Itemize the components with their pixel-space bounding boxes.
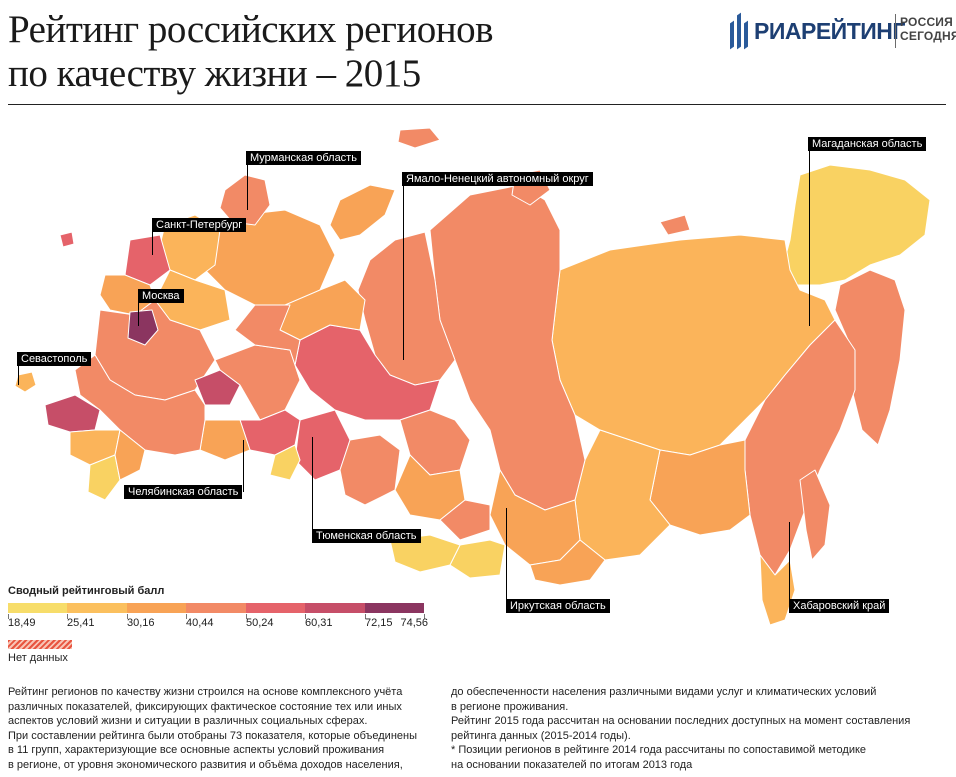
legend-tick-label: 30,16 [127,617,155,629]
legend-tick-mark [365,614,366,619]
legend-tick-label: 72,15 [365,617,393,629]
region-khmao [294,324,441,421]
region-dagestan [87,454,121,501]
label-moscow: Москва [138,289,184,303]
label-murmansk: Мурманская область [246,151,361,165]
leader-chelyabinsk [243,440,244,492]
leader-sevastopol [18,360,19,385]
description-line: до обеспеченности населения различными в… [451,686,877,698]
region-kurgan [269,444,301,481]
region-wrangel [659,214,691,236]
legend-swatch-5 [305,603,365,613]
leader-spb [152,225,153,255]
nodata-swatch [8,640,72,649]
description-right: до обеспеченности населения различными в… [451,685,941,773]
region-leningrad [124,234,171,286]
region-chelyabinsk [239,409,301,456]
description-line: в регионе проживания. [451,700,569,713]
legend-tick-label: 60,31 [305,617,333,629]
legend-tick-mark [8,614,9,619]
description-line: различных показателей, фиксирующих факти… [8,700,402,713]
leader-khabarovsk [789,522,790,604]
legend-tick-label: 40,44 [186,617,214,629]
description-line: в 11 групп, характеризующие все основные… [8,744,385,757]
legend-swatch-1 [67,603,127,613]
legend-swatch-0 [8,603,68,613]
description-line: рейтинга данных (2015-2014 годы). [451,729,631,742]
legend-ticks: 18,49 25,41 30,16 40,44 50,24 60,31 72,15 74,56 [8,614,428,629]
legend-swatch-6 [364,603,424,613]
region-franz-josef [397,127,441,149]
legend-swatch-4 [245,603,306,613]
label-tyumen: Тюменская область [312,529,421,543]
logo-partner-text: РОССИЯ СЕГОДНЯ [900,15,956,43]
description-line: При составлении рейтинга были отобраны 7… [8,729,418,742]
region-novaya-zemlya [329,184,396,241]
leader-moscow [138,296,139,326]
label-yamal: Ямало-Ненецкий автономный округ [402,172,593,186]
leader-murmansk [247,160,248,210]
label-magadan: Магаданская область [808,137,927,151]
description-line: Рейтинг 2015 года рассчитан на основании… [451,715,911,728]
region-south [74,354,206,456]
nodata-label: Нет данных [8,652,68,664]
legend-tick-label: 25,41 [67,617,95,629]
label-khabarovsk: Хабаровский край [789,599,890,613]
legend-tick-label: 74,56 [400,617,428,629]
region-moscow [127,309,159,346]
page-title: Рейтинг российских регионов по качеству … [8,8,648,96]
leader-magadan [809,148,810,326]
legend-tick-mark [186,614,187,619]
leader-yamal [403,185,404,360]
legend-title: Сводный рейтинговый балл [8,585,165,597]
legend-tick-mark [67,614,68,619]
region-omsk [339,434,401,506]
logo-brand-text: РИАРЕЙТИНГ [754,18,905,44]
description-left: Рейтинг регионов по качеству жизни строи… [8,685,438,773]
region-kaliningrad [59,231,75,248]
region-perm-sverdlovsk [234,304,301,381]
legend-swatch-2 [126,603,187,613]
region-krasnoyarsk [429,184,586,511]
leader-irkutsk [506,508,507,603]
region-kalmykia [114,429,146,481]
legend-tick-label: 18,49 [8,617,36,629]
legend-swatch-3 [186,603,246,613]
legend-tick-mark [246,614,247,619]
description-line: на основании показателей по итогам 2013 … [451,758,693,771]
region-kamchatka [834,269,906,446]
header-divider [8,104,946,105]
legend-color-scale [8,603,424,613]
region-buryatia [529,539,606,586]
russia-regions-map [14,127,931,626]
region-magadan [781,164,931,286]
leader-tyumen [312,437,313,532]
region-sakhalin [799,469,831,561]
legend-tick-label: 50,24 [246,617,274,629]
title-line-1: Рейтинг российских регионов [8,8,494,51]
label-irkutsk: Иркутская область [506,599,610,613]
legend-tick-mark [424,614,425,619]
label-spb: Санкт-Петербург [152,218,247,232]
ria-rating-logo: РИАРЕЙТИНГ РОССИЯ СЕГОДНЯ [728,8,956,52]
legend-tick-mark [305,614,306,619]
region-crimea [14,371,37,393]
label-sevastopol: Севастополь [17,352,92,366]
region-murmansk [219,174,271,226]
label-chelyabinsk: Челябинская область [124,485,243,499]
logo-divider [895,14,896,48]
title-line-2: по качеству жизни – 2015 [8,52,421,95]
region-altai [389,534,461,573]
ria-logo-icon [728,8,750,52]
description-line: * Позиции регионов в рейтинге 2014 года … [451,744,867,757]
region-tatarstan [194,369,241,406]
description-line: аспектов условий жизни и ситуации в разл… [8,715,368,728]
region-kemerovo [439,499,491,541]
legend-tick-mark [127,614,128,619]
description-line: в регионе, от уровня экономического разв… [8,758,403,771]
region-novosibirsk [394,454,466,521]
description-line: Рейтинг регионов по качеству жизни строи… [8,686,403,698]
